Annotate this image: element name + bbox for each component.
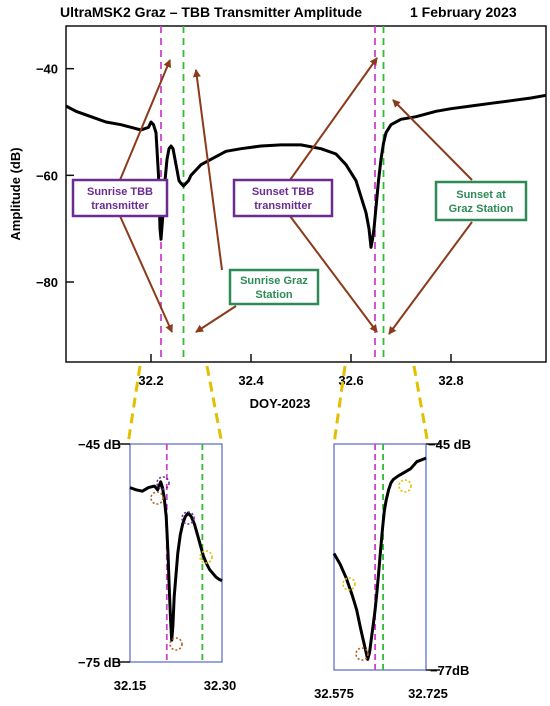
inset-sunset-xmin: 32.575 bbox=[314, 686, 354, 701]
arrow-sunset-graz-bottom bbox=[388, 221, 473, 335]
x-axis-label: DOY-2023 bbox=[250, 396, 311, 411]
inset-sunrise-series-line bbox=[129, 480, 223, 642]
arrow-sunrise-tbb-bottom bbox=[119, 215, 173, 333]
inset-sunset-series-line bbox=[332, 456, 427, 661]
annotation-sunrise-tbb-line2: transmitter bbox=[91, 200, 149, 212]
inset-sunrise-frame bbox=[129, 443, 223, 663]
y-axis-label: Amplitude (dB) bbox=[8, 147, 23, 240]
y-tick-label: −40 bbox=[36, 62, 58, 77]
x-tick-label: 32.6 bbox=[338, 373, 363, 388]
arrow-sunset-tbb-top bbox=[289, 57, 378, 181]
inset-sunset-frame bbox=[333, 443, 427, 671]
annotation-sunrise-graz-line1: Sunrise Graz bbox=[240, 275, 308, 287]
zoom-connectors bbox=[126, 365, 430, 445]
arrow-sunrise-tbb-top bbox=[119, 59, 171, 181]
inset-sunrise-xmin: 32.15 bbox=[114, 678, 147, 693]
main-plot-frame bbox=[65, 25, 547, 363]
inset-sunrise-bottom-label: −75 dB bbox=[78, 655, 121, 670]
inset-sunrise-xmax: 32.30 bbox=[204, 678, 237, 693]
arrow-sunset-graz-top bbox=[392, 99, 473, 181]
inset-sunrise-top-label: −45 dB bbox=[78, 437, 121, 452]
y-tick-label: −60 bbox=[36, 168, 58, 183]
x-tick-label: 32.2 bbox=[138, 373, 163, 388]
x-tick-label: 32.8 bbox=[438, 373, 463, 388]
annotation-sunset-graz-line1: Sunset at bbox=[456, 189, 506, 201]
annotation-sunrise-graz: Sunrise Graz Station bbox=[228, 268, 320, 306]
annotation-arrows bbox=[119, 57, 473, 335]
arrow-sunrise-graz-bottom bbox=[195, 305, 237, 333]
inset-sunset-top-label: −45 dB bbox=[428, 437, 471, 452]
annotation-sunrise-graz-line2: Station bbox=[255, 289, 293, 301]
inset-sunrise-highlight-circles bbox=[150, 476, 213, 651]
inset-sunset-xmax: 32.725 bbox=[408, 686, 448, 701]
annotation-sunrise-tbb: Sunrise TBB transmitter bbox=[71, 178, 169, 218]
arrow-sunset-tbb-bottom bbox=[289, 215, 378, 333]
annotation-sunset-tbb-line2: transmitter bbox=[254, 200, 312, 212]
chart-title: UltraMSK2 Graz – TBB Transmitter Amplitu… bbox=[60, 4, 362, 20]
annotation-sunset-tbb: Sunset TBB transmitter bbox=[232, 178, 334, 218]
annotation-sunrise-tbb-line1: Sunrise TBB bbox=[87, 186, 153, 198]
annotation-sunset-tbb-line1: Sunset TBB bbox=[252, 186, 314, 198]
y-tick-label: −80 bbox=[36, 275, 58, 290]
annotation-sunset-graz: Sunset at Graz Station bbox=[434, 180, 528, 222]
x-tick-label: 32.4 bbox=[238, 373, 264, 388]
inset-sunset-highlight-circles bbox=[342, 479, 412, 661]
inset-sunset-bottom-label: −77dB bbox=[430, 663, 469, 678]
annotation-sunset-graz-line2: Graz Station bbox=[449, 203, 514, 215]
main-series-line bbox=[65, 93, 547, 249]
chart-date: 1 February 2023 bbox=[410, 4, 517, 20]
arrow-sunrise-graz-top bbox=[192, 69, 223, 271]
